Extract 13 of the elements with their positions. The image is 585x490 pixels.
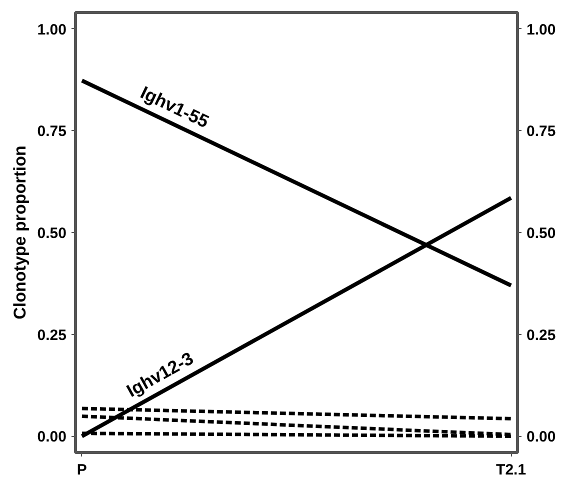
x-tick-label: T2.1 [496,462,526,478]
x-tick-label: P [76,462,87,478]
y2-tick-label: 0.50 [526,225,556,242]
y2-tick-label: 0.25 [526,326,556,344]
y-axis-title: Clonotype proportion [10,146,30,320]
y2-tick-label: 0.00 [526,428,556,446]
y2-tick-label: 1.00 [526,21,556,38]
y-tick-label: 1.00 [37,21,67,38]
y2-tick-label: 0.75 [526,123,556,140]
y-tick-label: 0.00 [37,428,67,446]
y-tick-label: 0.75 [37,123,67,140]
y-tick-label: 0.25 [37,326,67,344]
y-tick-label: 0.50 [37,225,67,242]
